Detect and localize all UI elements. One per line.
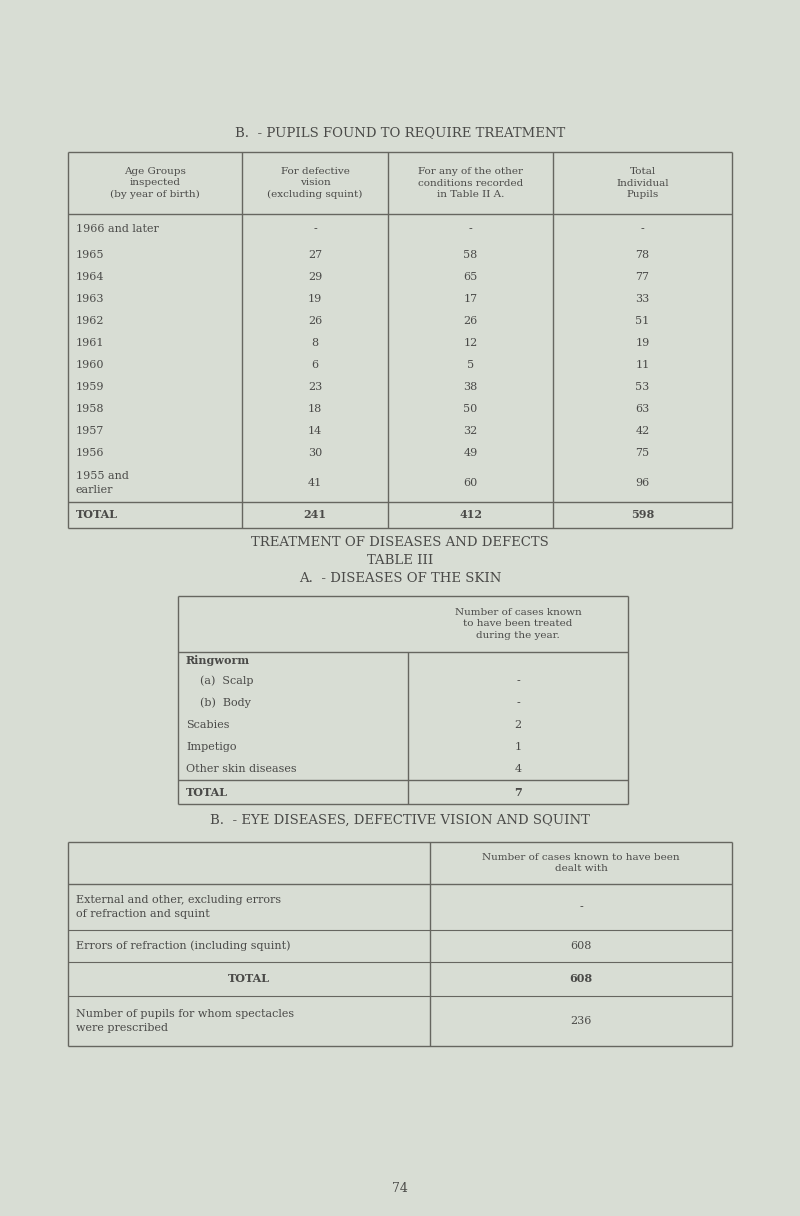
Text: 4: 4: [514, 764, 522, 775]
Text: 12: 12: [463, 338, 478, 348]
Text: Number of cases known
to have been treated
during the year.: Number of cases known to have been treat…: [454, 608, 582, 641]
Text: 1965: 1965: [76, 250, 105, 260]
Text: 38: 38: [463, 382, 478, 392]
Text: TOTAL: TOTAL: [76, 510, 118, 520]
Text: 26: 26: [308, 316, 322, 326]
Text: Age Groups
inspected
(by year of birth): Age Groups inspected (by year of birth): [110, 167, 200, 199]
Text: Number of pupils for whom spectacles
were prescribed: Number of pupils for whom spectacles wer…: [76, 1009, 294, 1032]
Text: 29: 29: [308, 272, 322, 282]
Text: -: -: [313, 224, 317, 233]
Text: 1957: 1957: [76, 426, 104, 437]
Text: 1963: 1963: [76, 294, 105, 304]
Text: B.  - EYE DISEASES, DEFECTIVE VISION AND SQUINT: B. - EYE DISEASES, DEFECTIVE VISION AND …: [210, 814, 590, 827]
Text: Scabies: Scabies: [186, 720, 230, 730]
Text: 1962: 1962: [76, 316, 105, 326]
Text: 2: 2: [514, 720, 522, 730]
Text: 27: 27: [308, 250, 322, 260]
Text: 50: 50: [463, 404, 478, 413]
Text: 608: 608: [570, 941, 592, 951]
Text: 241: 241: [303, 510, 326, 520]
Text: 78: 78: [635, 250, 650, 260]
Text: 236: 236: [570, 1017, 592, 1026]
Text: 53: 53: [635, 382, 650, 392]
Text: 1955 and
earlier: 1955 and earlier: [76, 472, 129, 495]
Text: 41: 41: [308, 478, 322, 488]
Text: 1959: 1959: [76, 382, 105, 392]
Text: 17: 17: [463, 294, 478, 304]
Text: 42: 42: [635, 426, 650, 437]
Text: -: -: [469, 224, 472, 233]
Text: Total
Individual
Pupils: Total Individual Pupils: [616, 167, 669, 199]
Text: 11: 11: [635, 360, 650, 370]
Text: 14: 14: [308, 426, 322, 437]
Text: 1960: 1960: [76, 360, 105, 370]
Text: 49: 49: [463, 447, 478, 458]
Text: TREATMENT OF DISEASES AND DEFECTS: TREATMENT OF DISEASES AND DEFECTS: [251, 535, 549, 548]
Text: 60: 60: [463, 478, 478, 488]
Text: Errors of refraction (including squint): Errors of refraction (including squint): [76, 941, 290, 951]
Text: 1956: 1956: [76, 447, 105, 458]
Text: 32: 32: [463, 426, 478, 437]
Text: 1964: 1964: [76, 272, 105, 282]
Text: (a)  Scalp: (a) Scalp: [186, 676, 254, 686]
Text: 51: 51: [635, 316, 650, 326]
Text: 608: 608: [570, 974, 593, 985]
Text: 74: 74: [392, 1182, 408, 1194]
Text: 412: 412: [459, 510, 482, 520]
Text: -: -: [516, 698, 520, 708]
Text: For any of the other
conditions recorded
in Table II A.: For any of the other conditions recorded…: [418, 167, 523, 199]
Text: -: -: [516, 676, 520, 686]
Text: 6: 6: [311, 360, 318, 370]
Text: 1966 and later: 1966 and later: [76, 224, 159, 233]
Text: A.  - DISEASES OF THE SKIN: A. - DISEASES OF THE SKIN: [299, 572, 501, 585]
Text: TABLE III: TABLE III: [367, 553, 433, 567]
Text: Impetigo: Impetigo: [186, 742, 237, 751]
Text: 96: 96: [635, 478, 650, 488]
Text: Number of cases known to have been
dealt with: Number of cases known to have been dealt…: [482, 852, 680, 873]
Text: For defective
vision
(excluding squint): For defective vision (excluding squint): [267, 167, 362, 199]
Text: TOTAL: TOTAL: [186, 787, 228, 798]
Text: 19: 19: [635, 338, 650, 348]
Text: TOTAL: TOTAL: [228, 974, 270, 985]
Text: 26: 26: [463, 316, 478, 326]
Text: 18: 18: [308, 404, 322, 413]
Text: 8: 8: [311, 338, 318, 348]
Text: 1: 1: [514, 742, 522, 751]
Text: External and other, excluding errors
of refraction and squint: External and other, excluding errors of …: [76, 895, 281, 918]
Text: 1958: 1958: [76, 404, 105, 413]
Text: 63: 63: [635, 404, 650, 413]
Text: 19: 19: [308, 294, 322, 304]
Text: Other skin diseases: Other skin diseases: [186, 764, 297, 775]
Text: 5: 5: [467, 360, 474, 370]
Text: Ringworm: Ringworm: [186, 655, 250, 666]
Text: (b)  Body: (b) Body: [186, 698, 251, 708]
Text: 598: 598: [631, 510, 654, 520]
Text: 33: 33: [635, 294, 650, 304]
Text: 23: 23: [308, 382, 322, 392]
Text: 58: 58: [463, 250, 478, 260]
Text: -: -: [641, 224, 644, 233]
Text: -: -: [579, 902, 583, 912]
Text: 7: 7: [514, 787, 522, 798]
Text: 75: 75: [635, 447, 650, 458]
Text: 1961: 1961: [76, 338, 105, 348]
Text: 65: 65: [463, 272, 478, 282]
Text: 30: 30: [308, 447, 322, 458]
Text: B.  - PUPILS FOUND TO REQUIRE TREATMENT: B. - PUPILS FOUND TO REQUIRE TREATMENT: [235, 126, 565, 140]
Text: 77: 77: [635, 272, 650, 282]
